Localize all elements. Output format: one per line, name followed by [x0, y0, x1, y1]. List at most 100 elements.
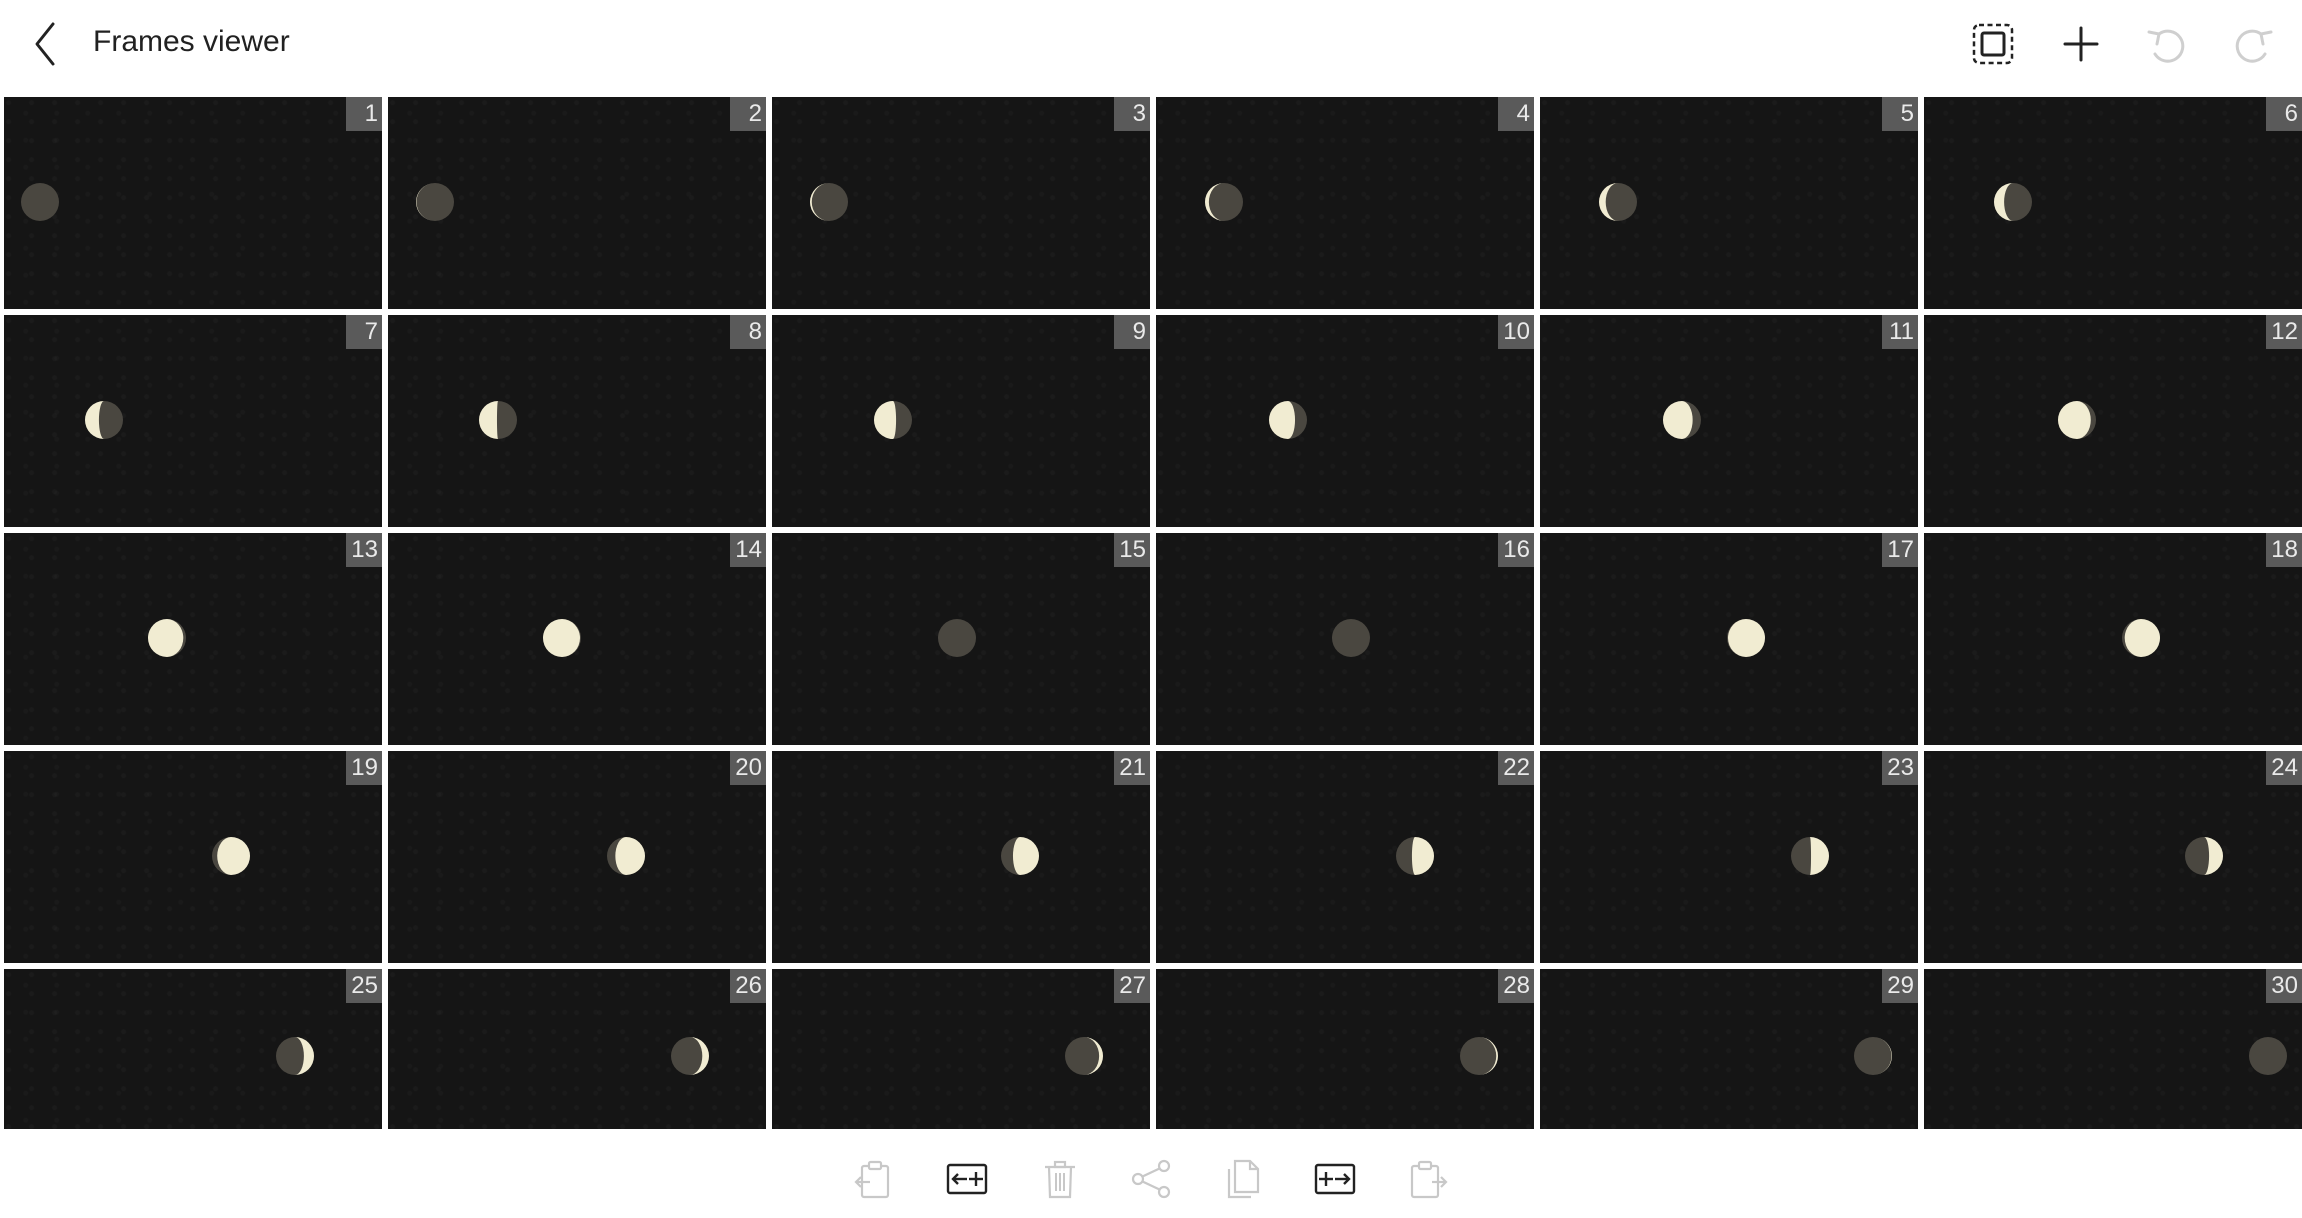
frame-tile[interactable]: 5 [1540, 97, 1918, 309]
delete-icon [1045, 1160, 1075, 1199]
top-app-bar: Frames viewer [0, 0, 2302, 86]
frame-number-badge: 12 [2266, 315, 2302, 349]
moon-icon [1994, 183, 2033, 222]
moon-icon [21, 183, 59, 222]
frame-tile[interactable]: 14 [388, 533, 766, 745]
frame-number-badge: 18 [2266, 533, 2302, 567]
plus-icon [2063, 26, 2099, 62]
frame-tile[interactable]: 9 [772, 315, 1150, 527]
undo-icon [2147, 29, 2185, 63]
frame-tile[interactable]: 16 [1156, 533, 1534, 745]
frame-number-badge: 13 [346, 533, 382, 567]
frame-tile[interactable]: 27 [772, 969, 1150, 1129]
frame-tile[interactable]: 13 [4, 533, 382, 745]
frame-tile[interactable]: 6 [1924, 97, 2302, 309]
frame-tile[interactable]: 11 [1540, 315, 1918, 527]
frame-tile[interactable]: 23 [1540, 751, 1918, 963]
chevron-left-icon [35, 22, 55, 66]
frame-tile[interactable]: 28 [1156, 969, 1534, 1129]
frame-tile[interactable]: 26 [388, 969, 766, 1129]
moon-icon [2249, 1036, 2287, 1075]
frame-tile[interactable]: 10 [1156, 315, 1534, 527]
moon-icon [2185, 837, 2224, 876]
moon-icon [1854, 1036, 1893, 1075]
frame-tile[interactable]: 8 [388, 315, 766, 527]
paste-before-button[interactable] [844, 1149, 904, 1209]
moon-icon [479, 401, 518, 440]
moon-icon [1065, 1036, 1104, 1075]
paste-after-icon [1410, 1160, 1448, 1199]
frame-number-badge: 29 [1882, 969, 1918, 1003]
insert-frame-before-icon [946, 1163, 988, 1195]
frame-number-badge: 28 [1498, 969, 1534, 1003]
moon-icon [1599, 183, 1638, 222]
frame-number-badge: 24 [2266, 751, 2302, 785]
frame-tile[interactable]: 3 [772, 97, 1150, 309]
moon-icon [670, 1036, 709, 1075]
frame-number-badge: 16 [1498, 533, 1534, 567]
insert-frame-after-button[interactable] [1305, 1149, 1365, 1209]
frame-tile[interactable]: 22 [1156, 751, 1534, 963]
frame-tile[interactable]: 24 [1924, 751, 2302, 963]
frame-tile[interactable]: 1 [4, 97, 382, 309]
frame-number-badge: 6 [2266, 97, 2302, 131]
back-button[interactable] [16, 14, 76, 74]
frame-tile[interactable]: 17 [1540, 533, 1918, 745]
frame-tile[interactable]: 20 [388, 751, 766, 963]
moon-icon [275, 1036, 314, 1075]
bottom-toolbar [0, 1140, 2302, 1218]
frame-tile[interactable]: 2 [388, 97, 766, 309]
moon-icon [1204, 183, 1243, 222]
share-button[interactable] [1121, 1149, 1181, 1209]
add-frame-button[interactable] [2051, 14, 2111, 74]
frame-tile[interactable]: 30 [1924, 969, 2302, 1129]
frame-tile[interactable]: 19 [4, 751, 382, 963]
paste-before-icon [854, 1160, 890, 1199]
frame-number-badge: 11 [1882, 315, 1918, 349]
undo-button[interactable] [2137, 14, 2197, 74]
frame-number-badge: 7 [346, 315, 382, 349]
select-all-icon [1972, 23, 2014, 65]
frame-number-badge: 27 [1114, 969, 1150, 1003]
select-all-button[interactable] [1963, 14, 2023, 74]
frame-tile[interactable]: 7 [4, 315, 382, 527]
moon-icon [415, 183, 454, 222]
paste-after-button[interactable] [1398, 1149, 1458, 1209]
frame-number-badge: 21 [1114, 751, 1150, 785]
moon-icon [2057, 401, 2096, 440]
share-icon [1131, 1159, 1171, 1199]
moon-icon [810, 183, 849, 222]
page-title: Frames viewer [93, 25, 290, 58]
copy-button[interactable] [1213, 1149, 1273, 1209]
frame-number-badge: 30 [2266, 969, 2302, 1003]
copy-icon [1227, 1159, 1260, 1199]
frame-number-badge: 8 [730, 315, 766, 349]
frame-number-badge: 20 [730, 751, 766, 785]
frame-tile[interactable]: 15 [772, 533, 1150, 745]
moon-icon [148, 619, 187, 658]
frame-number-badge: 26 [730, 969, 766, 1003]
moon-icon [84, 401, 123, 440]
frame-number-badge: 3 [1114, 97, 1150, 131]
frame-tile[interactable]: 12 [1924, 315, 2302, 527]
redo-button[interactable] [2223, 14, 2283, 74]
moon-icon [1459, 1036, 1498, 1075]
frame-number-badge: 22 [1498, 751, 1534, 785]
frame-tile[interactable]: 29 [1540, 969, 1918, 1129]
frame-number-badge: 10 [1498, 315, 1534, 349]
insert-frame-before-button[interactable] [937, 1149, 997, 1209]
frame-number-badge: 1 [346, 97, 382, 131]
moon-icon [1663, 401, 1702, 440]
frame-tile[interactable]: 18 [1924, 533, 2302, 745]
frame-tile[interactable]: 25 [4, 969, 382, 1129]
frame-number-badge: 14 [730, 533, 766, 567]
frame-tile[interactable]: 21 [772, 751, 1150, 963]
insert-frame-after-icon [1314, 1163, 1356, 1195]
frame-tile[interactable]: 4 [1156, 97, 1534, 309]
frame-number-badge: 17 [1882, 533, 1918, 567]
moon-icon [1001, 837, 1040, 876]
delete-button[interactable] [1030, 1149, 1090, 1209]
moon-icon [2121, 619, 2160, 658]
moon-icon [1790, 837, 1829, 876]
moon-icon [1332, 619, 1371, 658]
